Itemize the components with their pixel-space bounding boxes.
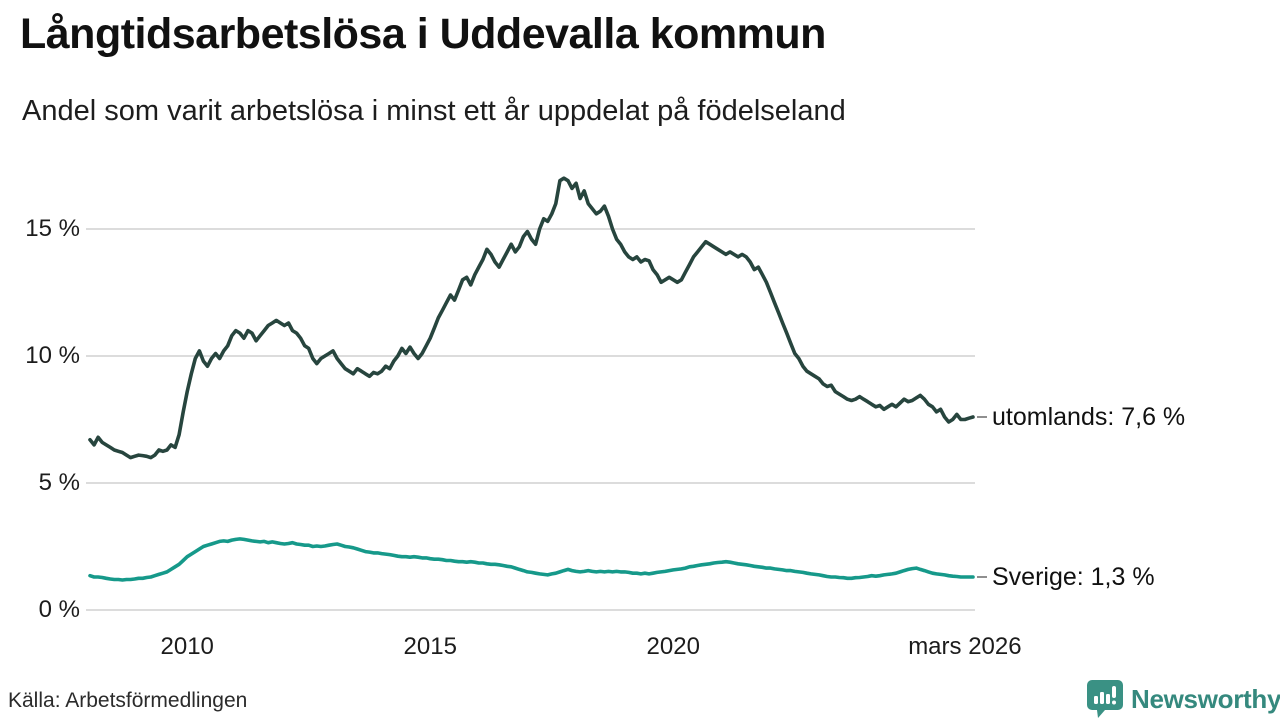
x-tick-label: 2010 <box>160 633 214 660</box>
newsworthy-logo: Newsworthy <box>1086 679 1280 719</box>
newsworthy-wordmark: Newsworthy <box>1131 683 1280 714</box>
y-tick-label: 5 % <box>38 469 80 496</box>
newsworthy-bubble-icon <box>1087 680 1123 718</box>
series-end-label-text: utomlands: 7,6 % <box>992 402 1186 431</box>
series-end-label-text: Sverige: 1,3 % <box>992 562 1155 591</box>
series-line-sverige <box>88 537 975 582</box>
label-connector-dash <box>977 415 987 419</box>
source-note: Källa: Arbetsförmedlingen <box>8 689 248 712</box>
y-tick-label: 15 % <box>25 215 80 242</box>
page-subtitle: Andel som varit arbetslösa i minst ett å… <box>22 95 846 127</box>
y-tick-label: 0 % <box>38 596 80 623</box>
x-tick-label: 2020 <box>646 633 700 660</box>
series-end-label-sverige: Sverige: 1,3 % <box>977 561 1155 593</box>
y-tick-label: 10 % <box>25 342 80 369</box>
page-title: Långtidsarbetslösa i Uddevalla kommun <box>20 10 826 58</box>
label-connector-dash <box>977 575 987 579</box>
series-end-label-utomlands: utomlands: 7,6 % <box>977 401 1185 433</box>
x-tick-label: 2015 <box>403 633 457 660</box>
x-tick-label: mars 2026 <box>908 633 1022 660</box>
series-line-utomlands <box>88 176 975 460</box>
